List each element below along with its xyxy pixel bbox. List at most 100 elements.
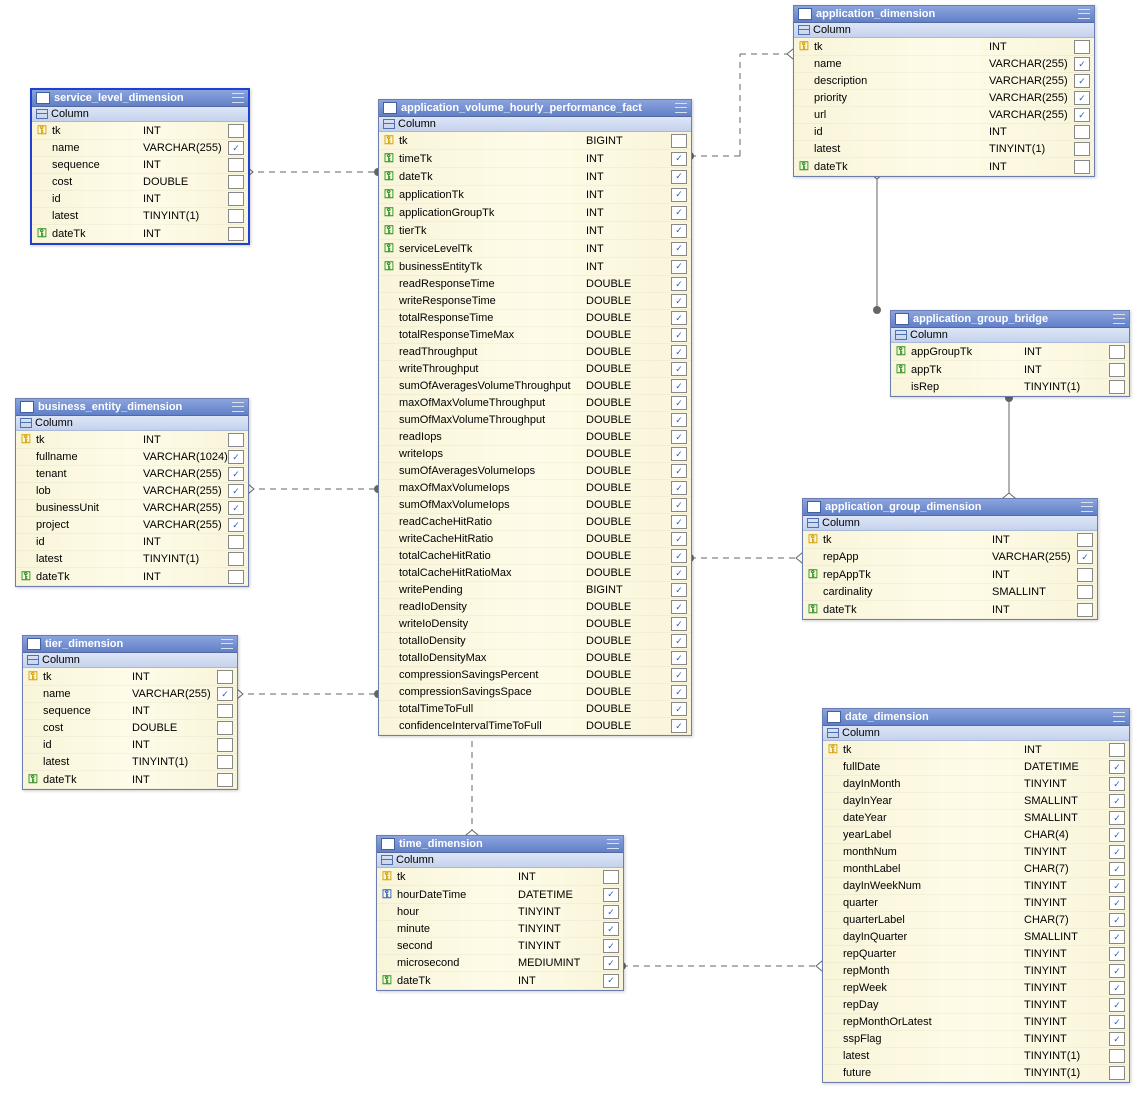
nullable-checkbox[interactable]: ✓ (671, 206, 687, 220)
nullable-checkbox[interactable]: ✓ (1109, 760, 1125, 774)
nullable-checkbox[interactable]: ✓ (1109, 1049, 1125, 1063)
column-row[interactable]: yearLabelCHAR(4)✓ (823, 827, 1129, 844)
nullable-checkbox[interactable]: ✓ (671, 188, 687, 202)
nullable-checkbox[interactable]: ✓ (671, 328, 687, 342)
column-row[interactable]: microsecondMEDIUMINT✓ (377, 955, 623, 972)
column-row[interactable]: idINT✓ (16, 534, 248, 551)
table-title[interactable]: application_group_bridge (891, 311, 1129, 328)
column-row[interactable]: ⚿dateTkINT✓ (23, 771, 237, 789)
column-row[interactable]: compressionSavingsPercentDOUBLE✓ (379, 667, 691, 684)
column-row[interactable]: sequenceINT✓ (32, 157, 248, 174)
column-row[interactable]: tenantVARCHAR(255)✓ (16, 466, 248, 483)
nullable-checkbox[interactable]: ✓ (671, 362, 687, 376)
nullable-checkbox[interactable]: ✓ (228, 124, 244, 138)
column-row[interactable]: latestTINYINT(1)✓ (823, 1048, 1129, 1065)
nullable-checkbox[interactable]: ✓ (1109, 896, 1125, 910)
column-row[interactable]: ⚿repAppTkINT✓ (803, 566, 1097, 584)
nullable-checkbox[interactable]: ✓ (217, 773, 233, 787)
column-row[interactable]: writeIoDensityDOUBLE✓ (379, 616, 691, 633)
table-title[interactable]: application_dimension (794, 6, 1094, 23)
nullable-checkbox[interactable]: ✓ (228, 570, 244, 584)
column-row[interactable]: repQuarterTINYINT✓ (823, 946, 1129, 963)
nullable-checkbox[interactable]: ✓ (1109, 1032, 1125, 1046)
column-row[interactable]: maxOfMaxVolumeIopsDOUBLE✓ (379, 480, 691, 497)
collapse-icon[interactable] (232, 93, 244, 103)
column-row[interactable]: readThroughputDOUBLE✓ (379, 344, 691, 361)
nullable-checkbox[interactable]: ✓ (671, 685, 687, 699)
nullable-checkbox[interactable]: ✓ (671, 170, 687, 184)
column-row[interactable]: totalIoDensityDOUBLE✓ (379, 633, 691, 650)
column-row[interactable]: writePendingBIGINT✓ (379, 582, 691, 599)
column-row[interactable]: projectVARCHAR(255)✓ (16, 517, 248, 534)
column-row[interactable]: priorityVARCHAR(255)✓ (794, 90, 1094, 107)
nullable-checkbox[interactable]: ✓ (217, 704, 233, 718)
nullable-checkbox[interactable]: ✓ (671, 224, 687, 238)
nullable-checkbox[interactable]: ✓ (1077, 603, 1093, 617)
table-title[interactable]: application_volume_hourly_performance_fa… (379, 100, 691, 117)
column-row[interactable]: writeThroughputDOUBLE✓ (379, 361, 691, 378)
nullable-checkbox[interactable]: ✓ (671, 294, 687, 308)
nullable-checkbox[interactable]: ✓ (228, 450, 244, 464)
nullable-checkbox[interactable]: ✓ (1109, 845, 1125, 859)
nullable-checkbox[interactable]: ✓ (671, 277, 687, 291)
nullable-checkbox[interactable]: ✓ (228, 227, 244, 241)
column-row[interactable]: sspFlagTINYINT✓ (823, 1031, 1129, 1048)
column-row[interactable]: repMonthOrLatestTINYINT✓ (823, 1014, 1129, 1031)
column-row[interactable]: ⚿timeTkINT✓ (379, 150, 691, 168)
nullable-checkbox[interactable]: ✓ (1074, 125, 1090, 139)
column-row[interactable]: dateYearSMALLINT✓ (823, 810, 1129, 827)
column-row[interactable]: descriptionVARCHAR(255)✓ (794, 73, 1094, 90)
column-row[interactable]: ⚿tkINT✓ (377, 868, 623, 886)
column-row[interactable]: totalResponseTimeDOUBLE✓ (379, 310, 691, 327)
nullable-checkbox[interactable]: ✓ (1109, 913, 1125, 927)
column-row[interactable]: sumOfAveragesVolumeIopsDOUBLE✓ (379, 463, 691, 480)
column-row[interactable]: ⚿tkINT✓ (823, 741, 1129, 759)
nullable-checkbox[interactable]: ✓ (1074, 40, 1090, 54)
nullable-checkbox[interactable]: ✓ (1074, 91, 1090, 105)
column-row[interactable]: maxOfMaxVolumeThroughputDOUBLE✓ (379, 395, 691, 412)
column-row[interactable]: lobVARCHAR(255)✓ (16, 483, 248, 500)
nullable-checkbox[interactable]: ✓ (1109, 981, 1125, 995)
collapse-icon[interactable] (1113, 314, 1125, 324)
nullable-checkbox[interactable]: ✓ (1074, 160, 1090, 174)
collapse-icon[interactable] (1078, 9, 1090, 19)
nullable-checkbox[interactable]: ✓ (228, 552, 244, 566)
column-row[interactable]: ⚿dateTkINT✓ (794, 158, 1094, 176)
nullable-checkbox[interactable]: ✓ (603, 974, 619, 988)
nullable-checkbox[interactable]: ✓ (228, 518, 244, 532)
column-row[interactable]: ⚿serviceLevelTkINT✓ (379, 240, 691, 258)
nullable-checkbox[interactable]: ✓ (1109, 862, 1125, 876)
column-row[interactable]: ⚿dateTkINT✓ (32, 225, 248, 243)
table-application_dimension[interactable]: application_dimensionColumn⚿tkINT✓nameVA… (793, 5, 1095, 177)
column-row[interactable]: ⚿tkINT✓ (16, 431, 248, 449)
column-row[interactable]: ⚿tkINT✓ (23, 668, 237, 686)
nullable-checkbox[interactable]: ✓ (671, 379, 687, 393)
column-row[interactable]: readIopsDOUBLE✓ (379, 429, 691, 446)
nullable-checkbox[interactable]: ✓ (671, 311, 687, 325)
column-row[interactable]: fullnameVARCHAR(1024)✓ (16, 449, 248, 466)
column-row[interactable]: writeCacheHitRatioDOUBLE✓ (379, 531, 691, 548)
column-row[interactable]: costDOUBLE✓ (32, 174, 248, 191)
nullable-checkbox[interactable]: ✓ (1109, 998, 1125, 1012)
column-row[interactable]: latestTINYINT(1)✓ (23, 754, 237, 771)
column-row[interactable]: monthLabelCHAR(7)✓ (823, 861, 1129, 878)
nullable-checkbox[interactable]: ✓ (1109, 363, 1125, 377)
column-row[interactable]: secondTINYINT✓ (377, 938, 623, 955)
column-row[interactable]: isRepTINYINT(1)✓ (891, 379, 1129, 396)
table-title[interactable]: tier_dimension (23, 636, 237, 653)
nullable-checkbox[interactable]: ✓ (228, 158, 244, 172)
nullable-checkbox[interactable]: ✓ (671, 260, 687, 274)
column-row[interactable]: idINT✓ (794, 124, 1094, 141)
nullable-checkbox[interactable]: ✓ (671, 515, 687, 529)
column-row[interactable]: nameVARCHAR(255)✓ (32, 140, 248, 157)
collapse-icon[interactable] (232, 402, 244, 412)
nullable-checkbox[interactable]: ✓ (1109, 879, 1125, 893)
collapse-icon[interactable] (675, 103, 687, 113)
column-row[interactable]: totalTimeToFullDOUBLE✓ (379, 701, 691, 718)
nullable-checkbox[interactable]: ✓ (1077, 550, 1093, 564)
nullable-checkbox[interactable]: ✓ (671, 498, 687, 512)
nullable-checkbox[interactable]: ✓ (671, 583, 687, 597)
nullable-checkbox[interactable]: ✓ (671, 702, 687, 716)
column-row[interactable]: dayInQuarterSMALLINT✓ (823, 929, 1129, 946)
nullable-checkbox[interactable]: ✓ (1109, 743, 1125, 757)
